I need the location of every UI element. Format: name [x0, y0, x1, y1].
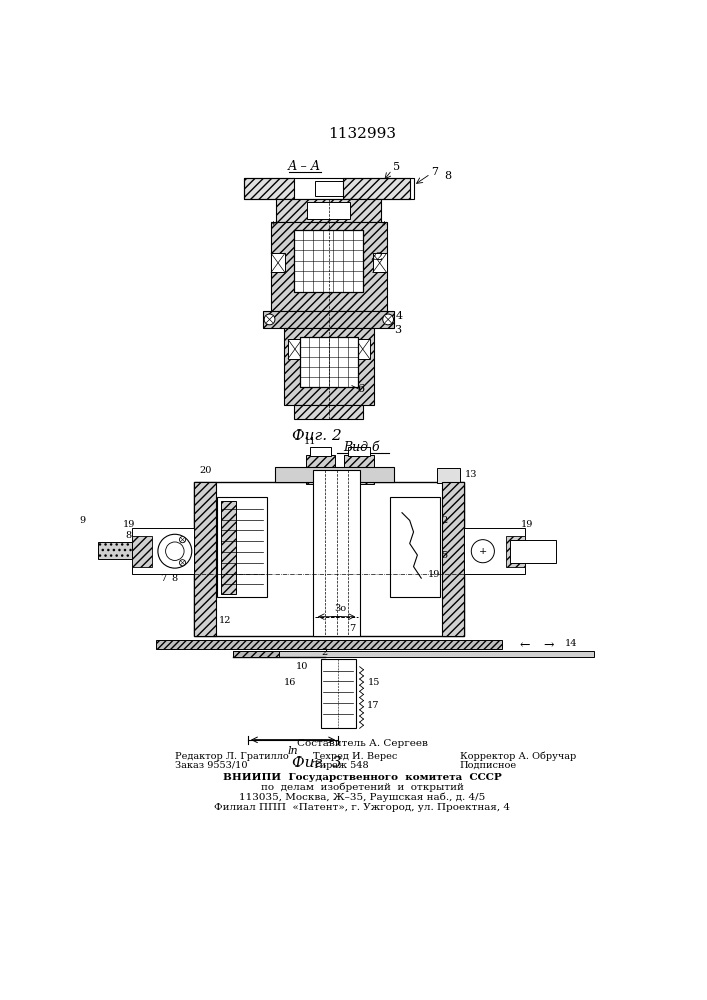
Bar: [194, 482, 216, 636]
Text: 8: 8: [445, 171, 452, 181]
Text: 3o: 3o: [334, 604, 346, 613]
Text: 19: 19: [520, 520, 533, 529]
Text: 14: 14: [565, 639, 578, 648]
Text: →: →: [543, 639, 554, 652]
Bar: [442, 482, 464, 636]
Text: 17: 17: [367, 701, 380, 710]
Text: 10: 10: [296, 662, 308, 671]
Text: Заказ 9553/10: Заказ 9553/10: [175, 761, 247, 770]
Text: *: *: [271, 220, 276, 229]
Text: ln: ln: [287, 746, 298, 756]
Bar: [288, 339, 302, 359]
Text: 7: 7: [349, 624, 355, 633]
Bar: [284, 328, 373, 405]
Text: 19: 19: [428, 570, 440, 579]
Bar: [271, 253, 285, 272]
Bar: [221, 501, 236, 594]
Text: 15: 15: [368, 678, 380, 687]
Text: 6: 6: [358, 384, 365, 394]
Text: ВНИИПИ  Государственного  комитета  СССР: ВНИИПИ Государственного комитета СССР: [223, 773, 501, 782]
Text: 4: 4: [396, 311, 403, 321]
Bar: [343, 178, 409, 199]
Bar: [276, 199, 381, 222]
Text: 3: 3: [395, 325, 402, 335]
Text: 2: 2: [375, 252, 382, 262]
Text: 19: 19: [122, 520, 135, 529]
Bar: [315, 181, 343, 196]
Bar: [344, 455, 373, 484]
Text: Корректор А. Обручар: Корректор А. Обручар: [460, 751, 576, 761]
Text: 8: 8: [126, 531, 132, 540]
Text: +: +: [479, 547, 487, 556]
Bar: [98, 542, 132, 559]
Bar: [321, 659, 356, 728]
Bar: [510, 540, 556, 563]
Circle shape: [472, 540, 494, 563]
Bar: [464, 528, 525, 574]
Bar: [308, 202, 351, 219]
Bar: [264, 311, 395, 328]
Text: 16: 16: [284, 678, 296, 687]
Bar: [156, 640, 502, 649]
Text: 2: 2: [322, 648, 328, 657]
Bar: [356, 339, 370, 359]
Text: 7: 7: [160, 574, 166, 583]
Text: Тираж 548: Тираж 548: [313, 761, 369, 770]
Bar: [233, 651, 595, 657]
Text: А – А: А – А: [288, 160, 321, 173]
Bar: [390, 497, 440, 597]
Text: Вид б: Вид б: [344, 441, 380, 454]
Text: 1132993: 1132993: [328, 127, 396, 141]
Text: Подписное: Подписное: [460, 761, 517, 770]
Text: 5: 5: [393, 162, 400, 172]
Bar: [132, 528, 194, 574]
Text: 12: 12: [218, 616, 231, 625]
Circle shape: [382, 314, 394, 325]
Text: 113035, Москва, Ж–35, Раушская наб., д. 4/5: 113035, Москва, Ж–35, Раушская наб., д. …: [239, 793, 485, 802]
Text: ←: ←: [520, 639, 530, 652]
Bar: [294, 230, 363, 292]
Circle shape: [180, 560, 186, 566]
Bar: [275, 466, 395, 482]
Circle shape: [158, 534, 192, 568]
Text: 7: 7: [431, 167, 438, 177]
Bar: [313, 470, 360, 636]
Circle shape: [264, 314, 275, 325]
Bar: [348, 447, 370, 456]
Bar: [294, 405, 363, 419]
Text: 13: 13: [465, 470, 477, 479]
Bar: [217, 497, 267, 597]
Bar: [132, 536, 152, 567]
Bar: [310, 447, 331, 456]
Text: Филиал ППП  «Патент», г. Ужгород, ул. Проектная, 4: Филиал ППП «Патент», г. Ужгород, ул. Про…: [214, 803, 510, 812]
Text: по  делам  изобретений  и  открытий: по делам изобретений и открытий: [260, 783, 463, 792]
Bar: [244, 178, 414, 199]
Ellipse shape: [422, 553, 443, 595]
Text: 2: 2: [441, 516, 448, 525]
Circle shape: [165, 542, 184, 560]
Text: Составитель А. Сергеев: Составитель А. Сергеев: [296, 739, 428, 748]
Text: 8: 8: [172, 574, 178, 583]
Text: Фиг. 3: Фиг. 3: [293, 756, 342, 770]
Text: 9: 9: [79, 516, 86, 525]
Bar: [300, 337, 358, 387]
Bar: [271, 222, 387, 311]
Bar: [305, 455, 335, 484]
Bar: [373, 253, 387, 272]
Text: 20: 20: [199, 466, 212, 475]
Text: 5: 5: [441, 551, 448, 560]
Text: Фиг. 2: Фиг. 2: [293, 429, 342, 443]
Text: *: *: [382, 220, 387, 229]
Text: Редактор Л. Гратилло: Редактор Л. Гратилло: [175, 752, 288, 761]
Bar: [194, 482, 464, 636]
Bar: [506, 536, 525, 567]
Bar: [233, 651, 279, 657]
Text: Техред И. Верес: Техред И. Верес: [313, 752, 398, 761]
Text: 11: 11: [303, 437, 316, 446]
Bar: [437, 468, 460, 483]
Circle shape: [180, 537, 186, 543]
Bar: [244, 178, 294, 199]
